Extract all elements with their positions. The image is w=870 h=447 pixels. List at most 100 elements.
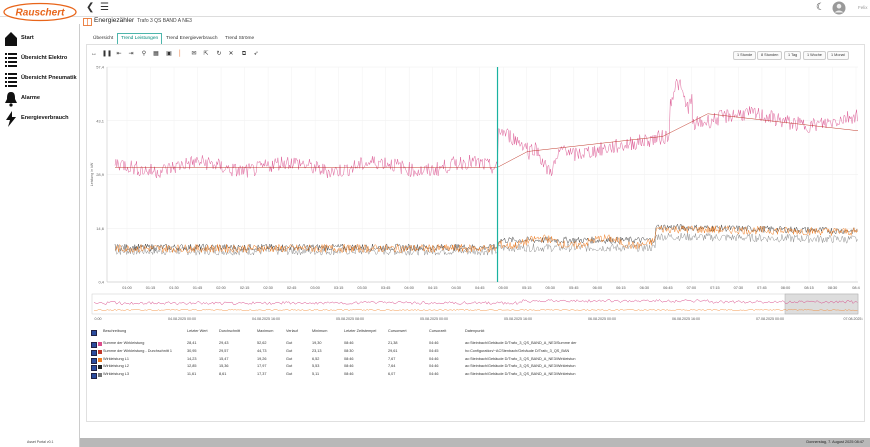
- cursor-icon[interactable]: │: [178, 51, 182, 57]
- logo-text: Rauschert: [16, 8, 66, 19]
- nav-label: Alarme: [21, 95, 40, 101]
- overview-tick-label: 05.08.2025 08:00: [336, 317, 364, 321]
- x-tick-label: 04:15: [428, 286, 438, 290]
- nav-item-alarme[interactable]: Alarme: [2, 91, 78, 109]
- table-cell: ac:Steinbach/Gebäude D/Trafo_3_QS_BAND_A…: [465, 341, 577, 345]
- column-header: Datenpunkt: [465, 329, 485, 333]
- nav-item-start[interactable]: Start: [2, 31, 78, 49]
- table-cell: 23,13: [312, 348, 322, 353]
- y-tick-label: 14,6: [96, 226, 105, 231]
- close-icon[interactable]: ✕: [228, 51, 234, 57]
- x-tick-label: 02:15: [240, 286, 250, 290]
- tab-trend-leistungen[interactable]: Trend Leistungen: [117, 33, 163, 44]
- x-tick-label: 05:30: [546, 286, 556, 290]
- overview-selection: [784, 293, 859, 315]
- select-all-checkbox[interactable]: [91, 330, 97, 336]
- x-tick-label: 07:45: [757, 286, 767, 290]
- zoom-icon[interactable]: ⚲: [141, 51, 147, 57]
- x-tick-label: 08:30: [828, 286, 838, 290]
- step-back-icon[interactable]: ⇤: [116, 51, 122, 57]
- table-cell: 04:46: [429, 356, 439, 361]
- series-color-swatch: [98, 349, 102, 354]
- app-version: Asset Portal v0.1: [27, 440, 54, 444]
- table-cell: 08:30: [344, 348, 354, 353]
- nav-item-energieverbrauch[interactable]: Energieverbrauch: [2, 111, 78, 129]
- x-tick-label: 06:30: [640, 286, 650, 290]
- export-icon[interactable]: ⇱: [203, 51, 209, 57]
- step-forward-icon[interactable]: ⇥: [128, 51, 134, 57]
- trend-chart[interactable]: 57,4 43,1 28,9 14,6 0,4 Leistung in kW 01:00 01…: [86, 62, 863, 322]
- table-cell: 08:46: [344, 341, 354, 345]
- table-cell: Wirkleistung L3: [103, 372, 129, 377]
- table-cell: 6,52: [312, 356, 320, 361]
- table-cell: Gut: [286, 348, 293, 353]
- dark-mode-icon[interactable]: ☾: [816, 2, 825, 13]
- range-1-tag[interactable]: 1 Tag: [784, 51, 802, 60]
- comment-icon[interactable]: ✉: [191, 51, 197, 57]
- table-cell: 08:46: [344, 372, 354, 377]
- nav-item-uebersicht-pneumatik[interactable]: Übersicht Pneumatik: [2, 71, 78, 89]
- table-cell: 04:46: [429, 372, 439, 377]
- x-tick-label: 06:15: [616, 286, 626, 290]
- menu-icon[interactable]: ☰: [100, 2, 109, 13]
- calendar-icon[interactable]: ▣: [166, 51, 172, 57]
- tab-uebersicht[interactable]: Übersicht: [93, 36, 114, 41]
- table-row[interactable]: Wirkleistung L1 14,23 15,47 19,26 Gut 6,52 08:…: [89, 357, 769, 364]
- row-checkbox[interactable]: [91, 349, 97, 356]
- range-1-monat[interactable]: 1 Monat: [827, 51, 849, 60]
- range-1-woche[interactable]: 1 Woche: [803, 51, 826, 60]
- table-cell: 04:45: [429, 348, 439, 353]
- x-tick-label: 08:00: [781, 286, 791, 290]
- column-header: Letzter Wert: [187, 329, 208, 333]
- x-tick-label: 08:15: [804, 286, 814, 290]
- x-tick-label: 02:30: [263, 286, 273, 290]
- table-cell: Summe der Wirkleistung - Durchschnitt 1: [103, 348, 172, 353]
- nav-item-uebersicht-elektro[interactable]: Übersicht Elektro: [2, 51, 78, 69]
- column-header: Maximum: [257, 329, 274, 333]
- overview-tick-label: 06.08.2025 16:00: [672, 317, 700, 321]
- tab-trend-energieverbrauch[interactable]: Trend Energieverbrauch: [166, 36, 218, 41]
- table-cell: 44,73: [257, 348, 267, 353]
- table-row[interactable]: Summe der Wirkleistung 28,41 29,43 52,62 Gut…: [89, 341, 769, 348]
- overview-tick-label: 04.08.2025 00:00: [168, 317, 196, 321]
- table-cell: Gut: [286, 364, 293, 369]
- series-color-swatch: [98, 365, 102, 370]
- table-cell: 11,61: [187, 372, 197, 377]
- table-cell: 29,61: [388, 348, 398, 353]
- x-tick-label: 05:15: [522, 286, 532, 290]
- tab-trend-stroeme[interactable]: Trend Ströme: [225, 36, 255, 41]
- copy-icon[interactable]: ⧉: [241, 51, 247, 57]
- row-checkbox[interactable]: [91, 373, 97, 380]
- overview-tick-label: 04.08.2025 16:00: [252, 317, 280, 321]
- row-checkbox[interactable]: [91, 342, 97, 348]
- page-subtitle: Trafo 3 QS BAND A NE3: [137, 18, 192, 24]
- pin-icon[interactable]: ➶: [253, 51, 259, 57]
- range-8-stunden[interactable]: 8 Stunden: [757, 51, 783, 60]
- y-axis-label: Leistung in kW: [90, 162, 94, 186]
- x-tick-label: 06:00: [593, 286, 603, 290]
- refresh-icon[interactable]: ↻: [216, 51, 222, 57]
- back-icon[interactable]: ❮: [86, 2, 95, 13]
- table-cell: 7,64: [388, 364, 396, 369]
- pause-icon[interactable]: ❚❚: [102, 51, 113, 57]
- table-cell: 17,97: [257, 364, 267, 369]
- page-header: Energiezähler Trafo 3 QS BAND A NE3: [80, 16, 870, 30]
- row-checkbox[interactable]: [91, 357, 97, 364]
- table-cell: 29,43: [219, 341, 229, 345]
- row-checkbox[interactable]: [91, 365, 97, 372]
- home-icon: [5, 32, 17, 46]
- range-1-stunde[interactable]: 1 Stunde: [733, 51, 757, 60]
- table-icon[interactable]: ▦: [153, 51, 159, 57]
- x-tick-label: 03:00: [310, 286, 320, 290]
- table-row[interactable]: Wirkleistung L3 11,61 8,61 17,37 Gut 5,11 08:4…: [89, 372, 769, 380]
- table-cell: Wirkleistung L1: [103, 356, 129, 361]
- fit-width-icon[interactable]: ↔: [91, 51, 97, 57]
- table-row[interactable]: Wirkleistung L2 12,85 15,36 17,97 Gut 5,53 08:…: [89, 364, 769, 372]
- column-header: Cursorzeit: [429, 329, 447, 333]
- table-row[interactable]: Summe der Wirkleistung - Durchschnitt 1 3…: [89, 349, 769, 356]
- user-avatar-icon[interactable]: [832, 1, 846, 15]
- x-tick-label: 03:30: [357, 286, 367, 290]
- bell-icon: [5, 92, 17, 107]
- overview-tick-label: 05.08.2025 16:00: [504, 317, 532, 321]
- table-cell: Gut: [286, 372, 293, 377]
